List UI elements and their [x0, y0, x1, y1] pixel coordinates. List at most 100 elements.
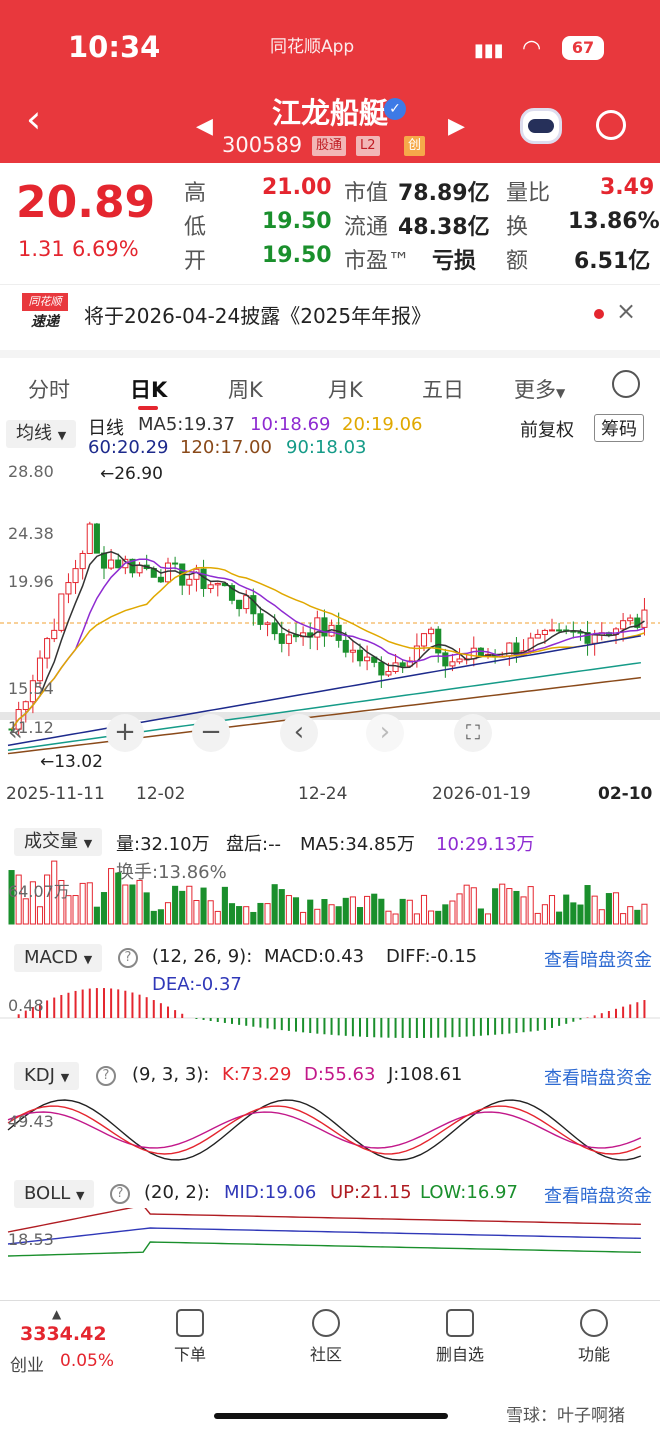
open-value: 19.50 [262, 243, 332, 268]
scroll-left-icon[interactable]: ‹ [280, 714, 318, 752]
dark-pool-link-kdj[interactable]: 查看暗盘资金 [544, 1068, 652, 1089]
nav-order[interactable]: 下单 [150, 1309, 230, 1365]
low-value: 19.50 [262, 209, 332, 234]
kline-y-label-2: 19.96 [8, 572, 54, 591]
index-pct: 0.05% [60, 1351, 115, 1371]
robot-assistant-icon[interactable] [520, 108, 562, 144]
adjust-mode[interactable]: 前复权 [520, 420, 574, 441]
caret-down-icon: ▼ [83, 953, 93, 966]
notice-banner[interactable]: 同花顺 速递 将于2026-04-24披露《2025年年报》 × [0, 284, 660, 342]
volume-bar [228, 903, 236, 925]
macd-value: MACD:0.43 [264, 946, 365, 967]
tab-monthly[interactable]: 月K [328, 378, 363, 402]
kline-y-label-0: 28.80 [8, 462, 54, 481]
max-price-marker: ←26.90 [100, 464, 163, 484]
ma-select-label: 均线 [16, 423, 52, 444]
volume-bar [243, 906, 250, 925]
fullscreen-icon[interactable]: ⛶ [454, 714, 492, 752]
prev-stock-arrow-icon[interactable]: ◀ [196, 114, 213, 139]
zoom-out-icon[interactable]: − [192, 714, 230, 752]
tab-more[interactable]: 更多▼ [514, 374, 565, 404]
volume-bar [186, 885, 193, 925]
volume-bar [200, 887, 207, 925]
candle-body [399, 662, 406, 667]
boll-select[interactable]: BOLL ▼ [14, 1180, 95, 1208]
macd-select[interactable]: MACD ▼ [14, 944, 103, 972]
tag-l2: L2 [356, 136, 380, 156]
candle-body [385, 671, 392, 676]
kdj-y-label: 49.43 [8, 1112, 54, 1131]
turnover-label: 换 [506, 215, 529, 240]
dark-pool-link-macd[interactable]: 查看暗盘资金 [544, 950, 652, 971]
volume-y-label: 64.07万 [8, 882, 70, 901]
settings-icon[interactable] [612, 370, 640, 398]
dark-pool-link-boll[interactable]: 查看暗盘资金 [544, 1186, 652, 1207]
candle-body [186, 578, 193, 586]
volume-bar [250, 911, 257, 925]
volume-bar [570, 902, 577, 925]
volume-bar [499, 883, 506, 925]
volume-bar [484, 913, 492, 925]
candle-body [627, 617, 634, 622]
collapse-icon[interactable]: « [8, 718, 23, 746]
kdj-k: K:73.29 [222, 1064, 292, 1085]
volume-bar [22, 898, 29, 925]
volume-bar [456, 893, 463, 925]
candle-body [641, 609, 648, 628]
tab-weekly[interactable]: 周K [228, 378, 263, 402]
remove-watchlist-icon [446, 1309, 474, 1337]
float-label: 流通 [344, 215, 389, 240]
turnover-rate: 换手:13.86% [116, 862, 227, 883]
macd-chart [0, 988, 660, 1038]
tab-five-day[interactable]: 五日 [422, 378, 464, 402]
boll-up: UP:21.15 [330, 1182, 412, 1203]
ma120-legend: 120:17.00 [180, 437, 272, 458]
index-value[interactable]: 3334.42 [20, 1323, 107, 1345]
bottom-bar: ▲ 3334.42 创业 0.05% 下单 社区 删自选 功能 雪球：叶子啊猪 [0, 1300, 660, 1431]
volume-bar [72, 895, 79, 925]
help-icon[interactable]: ? [110, 1184, 130, 1204]
zoom-in-icon[interactable]: + [106, 714, 144, 752]
candle-body [271, 622, 278, 635]
tab-daily[interactable]: 日K [130, 378, 168, 402]
tag-chinext: 创 [404, 136, 426, 156]
volume-bar [335, 906, 342, 925]
volume-bar [164, 902, 172, 925]
x-label-0: 2025-11-11 [6, 784, 105, 804]
candle-body [470, 647, 477, 660]
tab-intraday[interactable]: 分时 [28, 378, 70, 402]
volume-bar [257, 902, 264, 925]
candle-body [250, 595, 257, 615]
kdj-line [7, 1105, 642, 1155]
volume-bar [136, 879, 143, 925]
volume-bar [634, 909, 641, 925]
nav-community[interactable]: 社区 [286, 1309, 366, 1365]
help-icon[interactable]: ? [118, 948, 138, 968]
next-stock-arrow-icon[interactable]: ▶ [448, 114, 465, 139]
close-icon[interactable]: × [616, 297, 637, 325]
volume-bar [470, 887, 477, 925]
search-icon[interactable] [596, 110, 626, 140]
ma-select[interactable]: 均线 ▼ [6, 420, 77, 448]
help-icon[interactable]: ? [96, 1066, 116, 1086]
scroll-right-icon[interactable]: › [366, 714, 404, 752]
volume-bar [108, 868, 115, 925]
candle-body [406, 660, 413, 667]
volume-bar [442, 904, 449, 925]
candle-body [115, 559, 122, 569]
volume-bar [548, 895, 556, 925]
back-icon[interactable]: ‹ [26, 97, 42, 141]
candle-body [157, 576, 164, 583]
candle-body [392, 662, 399, 673]
kdj-params: (9, 3, 3): [132, 1064, 210, 1085]
nav-remove-watchlist[interactable]: 删自选 [420, 1309, 500, 1365]
kdj-j: J:108.61 [388, 1064, 463, 1085]
chips-button[interactable]: 筹码 [594, 414, 644, 442]
volume-select[interactable]: 成交量 ▼ [14, 828, 103, 856]
volume-bar [328, 904, 335, 925]
candle-body [456, 658, 463, 663]
kdj-select[interactable]: KDJ ▼ [14, 1062, 80, 1090]
nav-functions[interactable]: 功能 [554, 1309, 634, 1365]
boll-mid: MID:19.06 [224, 1182, 317, 1203]
volume-bar [193, 900, 200, 925]
